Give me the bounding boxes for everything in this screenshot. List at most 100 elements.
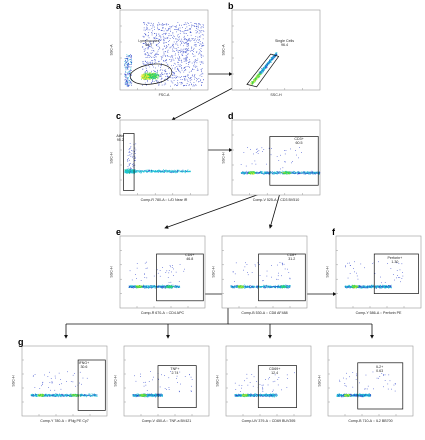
event-dot	[133, 169, 134, 171]
event-dot	[144, 170, 146, 172]
event-dot	[178, 59, 180, 61]
event-dot	[147, 76, 149, 77]
event-dot	[172, 74, 173, 76]
event-dot	[156, 73, 157, 75]
event-dot	[253, 80, 254, 82]
event-dot	[172, 72, 174, 74]
event-dot	[155, 77, 157, 78]
event-dot	[143, 36, 145, 37]
event-dot	[180, 50, 182, 52]
event-dot	[169, 171, 170, 173]
event-dot	[269, 173, 270, 174]
event-dot	[166, 23, 168, 25]
event-dot	[195, 60, 196, 62]
event-dot	[144, 53, 146, 54]
event-dot	[274, 173, 275, 175]
event-dot	[155, 56, 157, 58]
event-dot	[134, 155, 136, 157]
event-dot	[265, 67, 266, 69]
event-dot	[158, 169, 160, 171]
event-dot	[310, 172, 311, 173]
event-dot	[155, 74, 156, 75]
event-dot	[161, 29, 162, 31]
event-dot	[134, 170, 136, 172]
event-dot	[126, 54, 128, 55]
event-dot	[130, 147, 131, 149]
event-dot	[128, 63, 129, 64]
event-dot	[292, 172, 294, 174]
event-dot	[130, 171, 131, 173]
x-axis-label: Comp-R 780-A :: L/D Near IR	[140, 198, 188, 202]
event-dot	[264, 172, 266, 173]
event-dot	[126, 68, 128, 70]
event-dot	[130, 66, 132, 68]
event-dot	[277, 173, 278, 175]
event-dot	[266, 62, 268, 64]
flow-plot-b: Single Cells 96.4 SSC-H SSC-A	[221, 9, 321, 97]
event-dot	[187, 53, 189, 55]
event-dot	[248, 173, 249, 175]
event-dot	[147, 75, 149, 76]
event-dot	[136, 171, 137, 172]
event-dot	[150, 74, 151, 76]
event-dot	[186, 57, 188, 58]
event-dot	[133, 172, 134, 173]
event-dot	[193, 66, 195, 68]
event-dot	[163, 60, 164, 62]
event-dot	[151, 50, 153, 51]
event-dot	[179, 71, 181, 72]
event-dot	[149, 72, 150, 74]
event-dot	[146, 77, 148, 78]
event-dot	[258, 172, 260, 173]
event-dot	[150, 75, 152, 77]
event-dot	[129, 172, 130, 174]
event-dot	[275, 54, 277, 56]
event-dot	[178, 62, 179, 63]
event-dot	[174, 73, 175, 75]
event-dot	[251, 83, 253, 85]
event-dot	[273, 56, 274, 57]
event-dot	[163, 54, 165, 56]
event-dot	[134, 173, 135, 174]
event-dot	[280, 172, 281, 174]
event-dot	[184, 79, 185, 80]
event-dot	[301, 172, 303, 174]
event-dot	[146, 77, 148, 79]
plot-canvas-a	[119, 9, 209, 91]
event-dot	[161, 25, 163, 26]
event-dot	[177, 170, 179, 172]
event-dot	[248, 172, 250, 173]
event-dot	[129, 82, 131, 84]
event-dot	[145, 42, 147, 43]
event-dot	[124, 172, 126, 174]
event-dot	[162, 171, 164, 173]
event-dot	[157, 24, 158, 26]
event-dot	[144, 75, 145, 76]
event-dot	[181, 67, 182, 69]
event-dot	[126, 72, 128, 73]
event-dot	[193, 44, 195, 46]
event-dot	[146, 75, 148, 76]
event-dot	[297, 172, 298, 173]
event-dot	[141, 75, 143, 77]
event-dot	[294, 173, 296, 174]
event-dot	[199, 36, 200, 37]
event-dot	[177, 84, 178, 86]
event-dot	[133, 172, 134, 174]
event-dot	[124, 82, 126, 84]
event-dot	[281, 172, 283, 173]
event-dot	[154, 38, 156, 39]
event-dot	[291, 172, 292, 174]
event-dot	[148, 44, 150, 45]
event-dot	[160, 30, 162, 31]
event-dot	[142, 78, 144, 79]
event-dot	[145, 78, 147, 80]
event-dot	[314, 173, 316, 174]
event-dot	[126, 171, 127, 172]
event-dot	[281, 171, 282, 173]
event-dot	[179, 57, 181, 59]
event-dot	[145, 33, 146, 35]
event-dot	[127, 81, 129, 83]
event-dot	[198, 32, 200, 34]
event-dot	[154, 54, 156, 55]
